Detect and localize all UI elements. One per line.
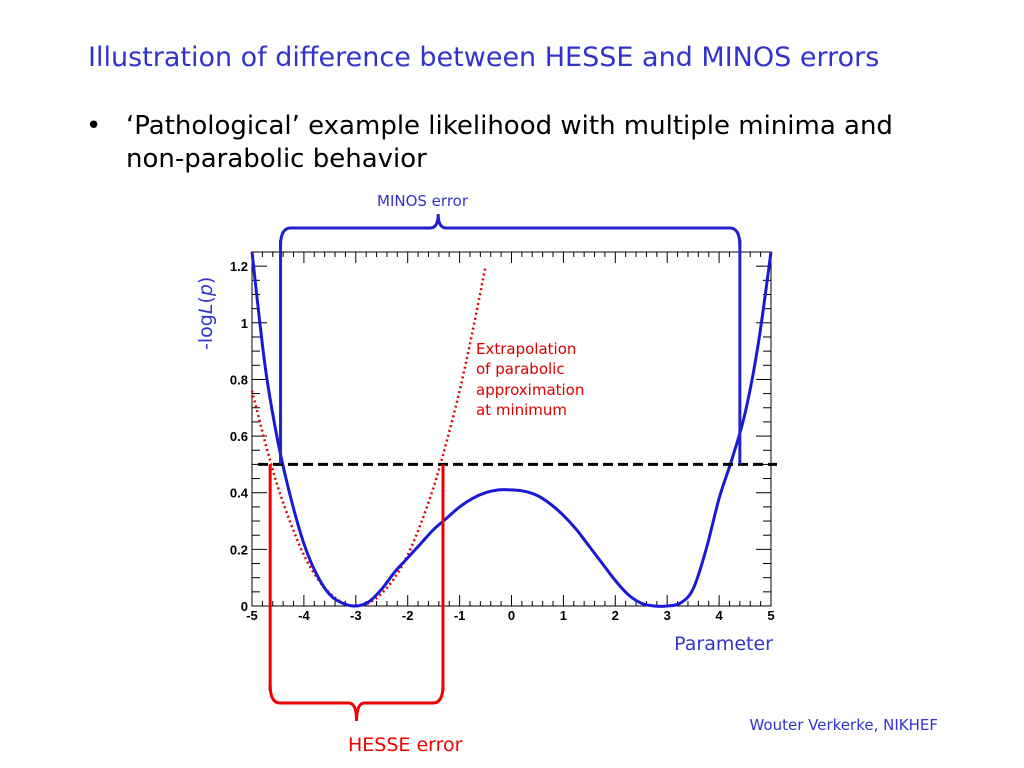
- footer-credit: Wouter Verkerke, NIKHEF: [749, 716, 938, 734]
- parabola-series-line: [250, 265, 487, 608]
- y-axis-title-italic: L: [195, 304, 217, 315]
- x-tick-label: -4: [298, 608, 310, 623]
- x-tick-label: -2: [402, 608, 414, 623]
- parabola-note-line: Extrapolation: [476, 340, 576, 358]
- parabola-note-line: approximation: [476, 381, 584, 399]
- x-tick-label: -5: [246, 608, 258, 623]
- plot-frame: [251, 251, 772, 607]
- y-axis-title: -logL(p): [195, 277, 217, 350]
- bullet-text: ‘Pathological’ example likelihood with m…: [126, 111, 893, 174]
- x-tick-label: 1: [560, 608, 567, 623]
- x-tick-label: 4: [715, 608, 723, 623]
- parabola-note-line: of parabolic: [476, 360, 565, 378]
- hesse-label: HESSE error: [348, 734, 463, 756]
- y-tick-label: 1: [241, 316, 248, 331]
- x-tick-label: -3: [350, 608, 362, 623]
- y-tick-label: 0.8: [230, 372, 248, 387]
- x-tick-label: 3: [664, 608, 671, 623]
- minos-label: MINOS error: [377, 192, 469, 210]
- y-axis-title-prefix: -log: [195, 314, 217, 350]
- y-axis-title-close: ): [195, 277, 217, 284]
- y-tick-label: 0.4: [230, 486, 249, 501]
- x-tick-label: 5: [767, 608, 774, 623]
- x-tick-label: 2: [612, 608, 619, 623]
- likelihood-series-line: [250, 251, 773, 608]
- x-axis-title: Parameter: [674, 633, 773, 655]
- axis-ticks: [251, 252, 772, 607]
- y-tick-label: 0.2: [230, 542, 248, 557]
- parabola-note-line: at minimum: [476, 401, 567, 419]
- y-tick-label: 0.6: [230, 429, 248, 444]
- bullet-marker: •: [86, 111, 102, 141]
- x-tick-label: 0: [508, 608, 515, 623]
- y-axis-title-var: p: [195, 284, 217, 297]
- y-axis-title-open: (: [195, 296, 217, 303]
- y-tick-label: 0: [241, 599, 248, 614]
- axis-tick-labels: -5 -4 -3 -2 -1 0 1 2 3 4 5 0 0.2 0.4 0.6 0.8 1 1.2: [230, 259, 775, 623]
- y-tick-label: 1.2: [230, 259, 248, 274]
- slide-title: Illustration of difference between HESSE…: [88, 42, 880, 73]
- parabola-note: Extrapolation of parabolic approximation…: [476, 340, 589, 419]
- hesse-brace: [268, 684, 445, 722]
- minos-brace: [279, 213, 742, 247]
- x-tick-label: -1: [454, 608, 466, 623]
